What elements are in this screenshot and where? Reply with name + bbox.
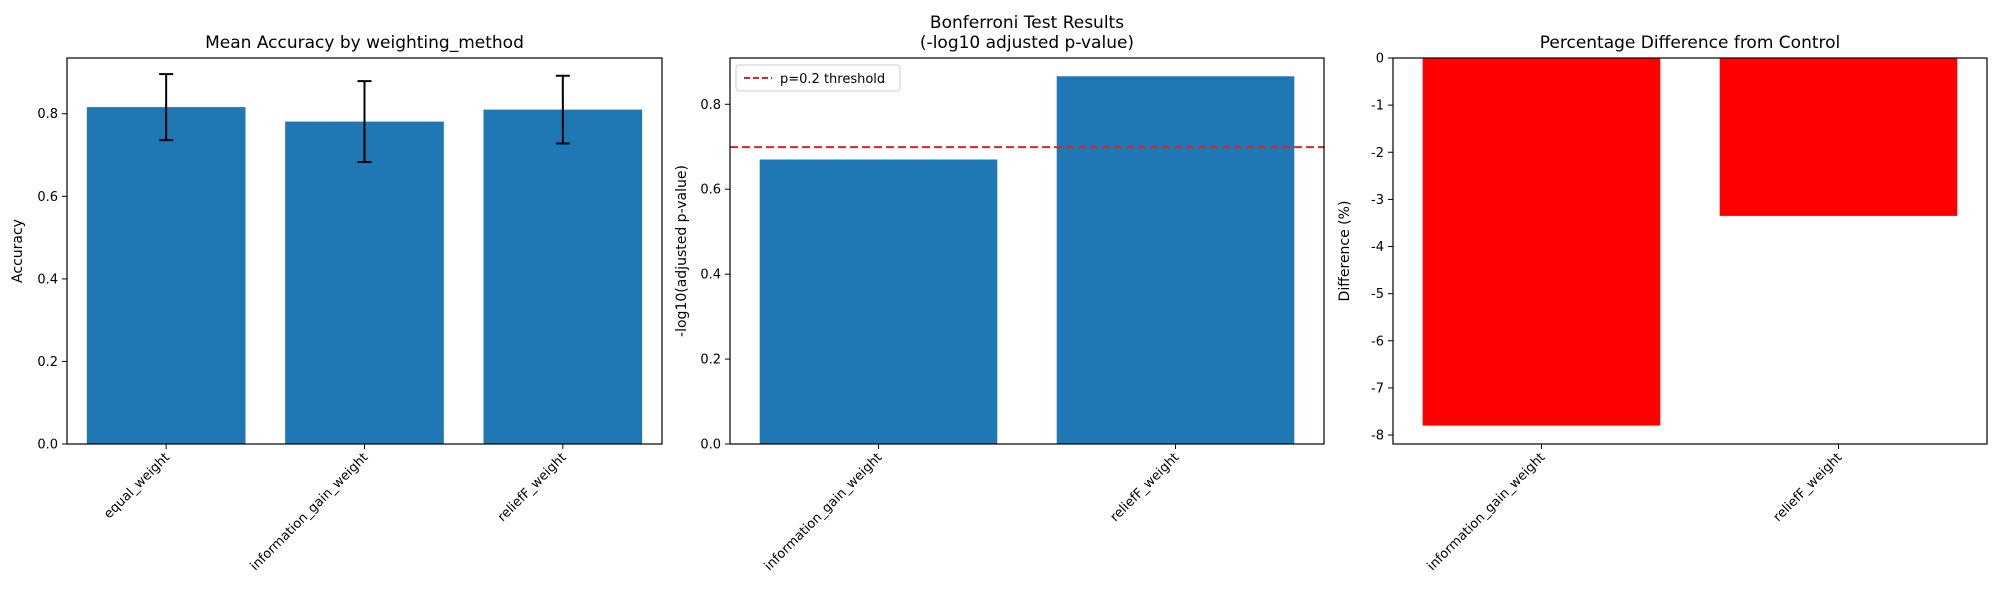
x-tick-label: information_gain_weight: [248, 450, 372, 574]
x-tick-label: reliefF_weight: [1108, 450, 1183, 525]
chart-title: Percentage Difference from Control: [1540, 33, 1841, 53]
y-axis-label: -log10(adjusted p-value): [674, 165, 690, 337]
legend-label: p=0.2 threshold: [780, 72, 885, 87]
y-tick-label: -2: [1371, 146, 1384, 161]
chart-3: Percentage Difference from Control Differ…: [1337, 33, 1988, 574]
x-tick-label: reliefF_weight: [495, 450, 570, 525]
y-tick-label: 0.2: [700, 353, 721, 368]
y-axis-label: Difference (%): [1337, 201, 1353, 302]
y-tick-label: -5: [1371, 287, 1384, 302]
y-tick-label: -1: [1371, 99, 1384, 114]
y-tick-label: -3: [1371, 193, 1384, 208]
bar-information_gain_weight: [285, 121, 444, 444]
chart-title-line: Mean Accuracy by weighting_method: [205, 33, 524, 53]
y-tick-label: 0.0: [700, 438, 721, 453]
y-tick-label: 0.6: [37, 190, 58, 205]
axes-frame: [729, 57, 1325, 445]
bar-reliefF_weight: [483, 109, 643, 444]
chart-2: Bonferroni Test Results (-log10 adjusted …: [674, 13, 1325, 574]
bar-reliefF_weight: [1719, 58, 1958, 216]
y-tick-label: -7: [1371, 381, 1384, 396]
bar-information_gain_weight: [759, 159, 998, 444]
x-tick-label: information_gain_weight: [1425, 450, 1549, 574]
bar-reliefF_weight: [1056, 76, 1295, 444]
bar-equal_weight: [86, 107, 246, 445]
x-tick-label: equal_weight: [101, 450, 173, 522]
chart-title-line: Percentage Difference from Control: [1540, 33, 1841, 53]
chart-title: Mean Accuracy by weighting_method: [205, 33, 524, 53]
y-tick-label: 0.4: [700, 268, 721, 283]
y-tick-label: 0.0: [37, 438, 58, 453]
y-tick-label: 0.8: [37, 107, 58, 122]
chart-title-line: (-log10 adjusted p-value): [920, 33, 1134, 53]
legend-box: [735, 64, 901, 92]
legend: p=0.2 threshold: [735, 64, 901, 92]
chart-title: Bonferroni Test Results (-log10 adjusted …: [920, 13, 1134, 53]
x-tick-label: reliefF_weight: [1771, 450, 1846, 525]
y-tick-label: 0.2: [37, 355, 58, 370]
y-tick-label: 0.8: [700, 98, 721, 113]
y-tick-label: 0.4: [37, 272, 58, 287]
y-tick-label: -6: [1371, 334, 1384, 349]
bar-information_gain_weight: [1422, 58, 1661, 426]
axes-frame: [1392, 57, 1988, 445]
y-tick-label: 0: [1376, 52, 1384, 67]
y-tick-label: 0.6: [700, 183, 721, 198]
x-tick-label: information_gain_weight: [762, 450, 886, 574]
chart-title-line: Bonferroni Test Results: [930, 13, 1124, 33]
y-tick-label: -4: [1371, 240, 1384, 255]
y-tick-label: -8: [1371, 429, 1384, 444]
y-axis-label: Accuracy: [10, 219, 26, 283]
chart-1: Mean Accuracy by weighting_method Accurac…: [10, 33, 663, 574]
